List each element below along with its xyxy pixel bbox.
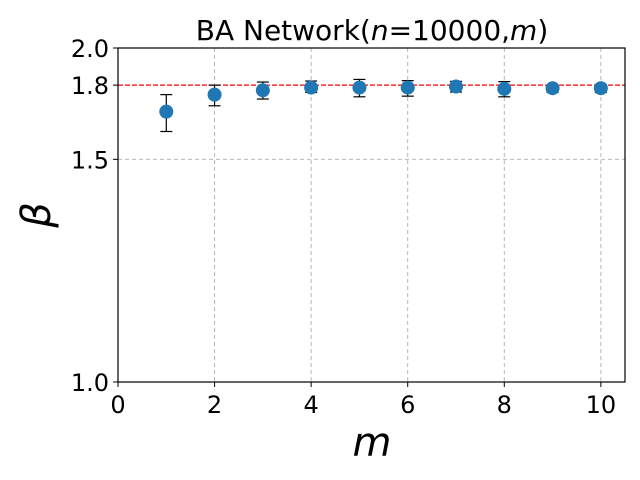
x-tick-label: 2 bbox=[207, 391, 222, 419]
x-tick-label: 10 bbox=[586, 391, 617, 419]
x-tick-label: 8 bbox=[497, 391, 512, 419]
x-tick-label: 6 bbox=[400, 391, 415, 419]
y-tick-label: 1.5 bbox=[71, 146, 109, 174]
chart-title: BA Network(n=10000,m) bbox=[196, 14, 549, 47]
y-tick-label: 1.8 bbox=[71, 72, 109, 100]
y-tick-label: 1.0 bbox=[71, 369, 109, 397]
x-tick-label: 4 bbox=[304, 391, 319, 419]
y-tick-label: 2.0 bbox=[71, 35, 109, 63]
data-point bbox=[545, 81, 560, 96]
data-point bbox=[593, 81, 608, 96]
data-point bbox=[400, 80, 415, 95]
x-tick-label: 0 bbox=[110, 391, 125, 419]
data-point bbox=[304, 80, 319, 95]
error-bars bbox=[160, 78, 607, 133]
data-point bbox=[159, 104, 174, 119]
plot-frame bbox=[117, 47, 626, 383]
data-points bbox=[159, 79, 608, 119]
data-point bbox=[497, 81, 512, 96]
data-point bbox=[207, 87, 222, 102]
data-point bbox=[352, 80, 367, 95]
y-axis-ticks: 1.0 1.5 1.8 2.0 bbox=[71, 35, 118, 397]
y-axis-label: β bbox=[14, 202, 60, 229]
data-point bbox=[255, 83, 270, 98]
x-axis-ticks: 0 2 4 6 8 10 bbox=[110, 382, 616, 419]
data-point bbox=[449, 79, 463, 94]
grid bbox=[118, 48, 625, 382]
x-axis-label: m bbox=[353, 420, 392, 466]
